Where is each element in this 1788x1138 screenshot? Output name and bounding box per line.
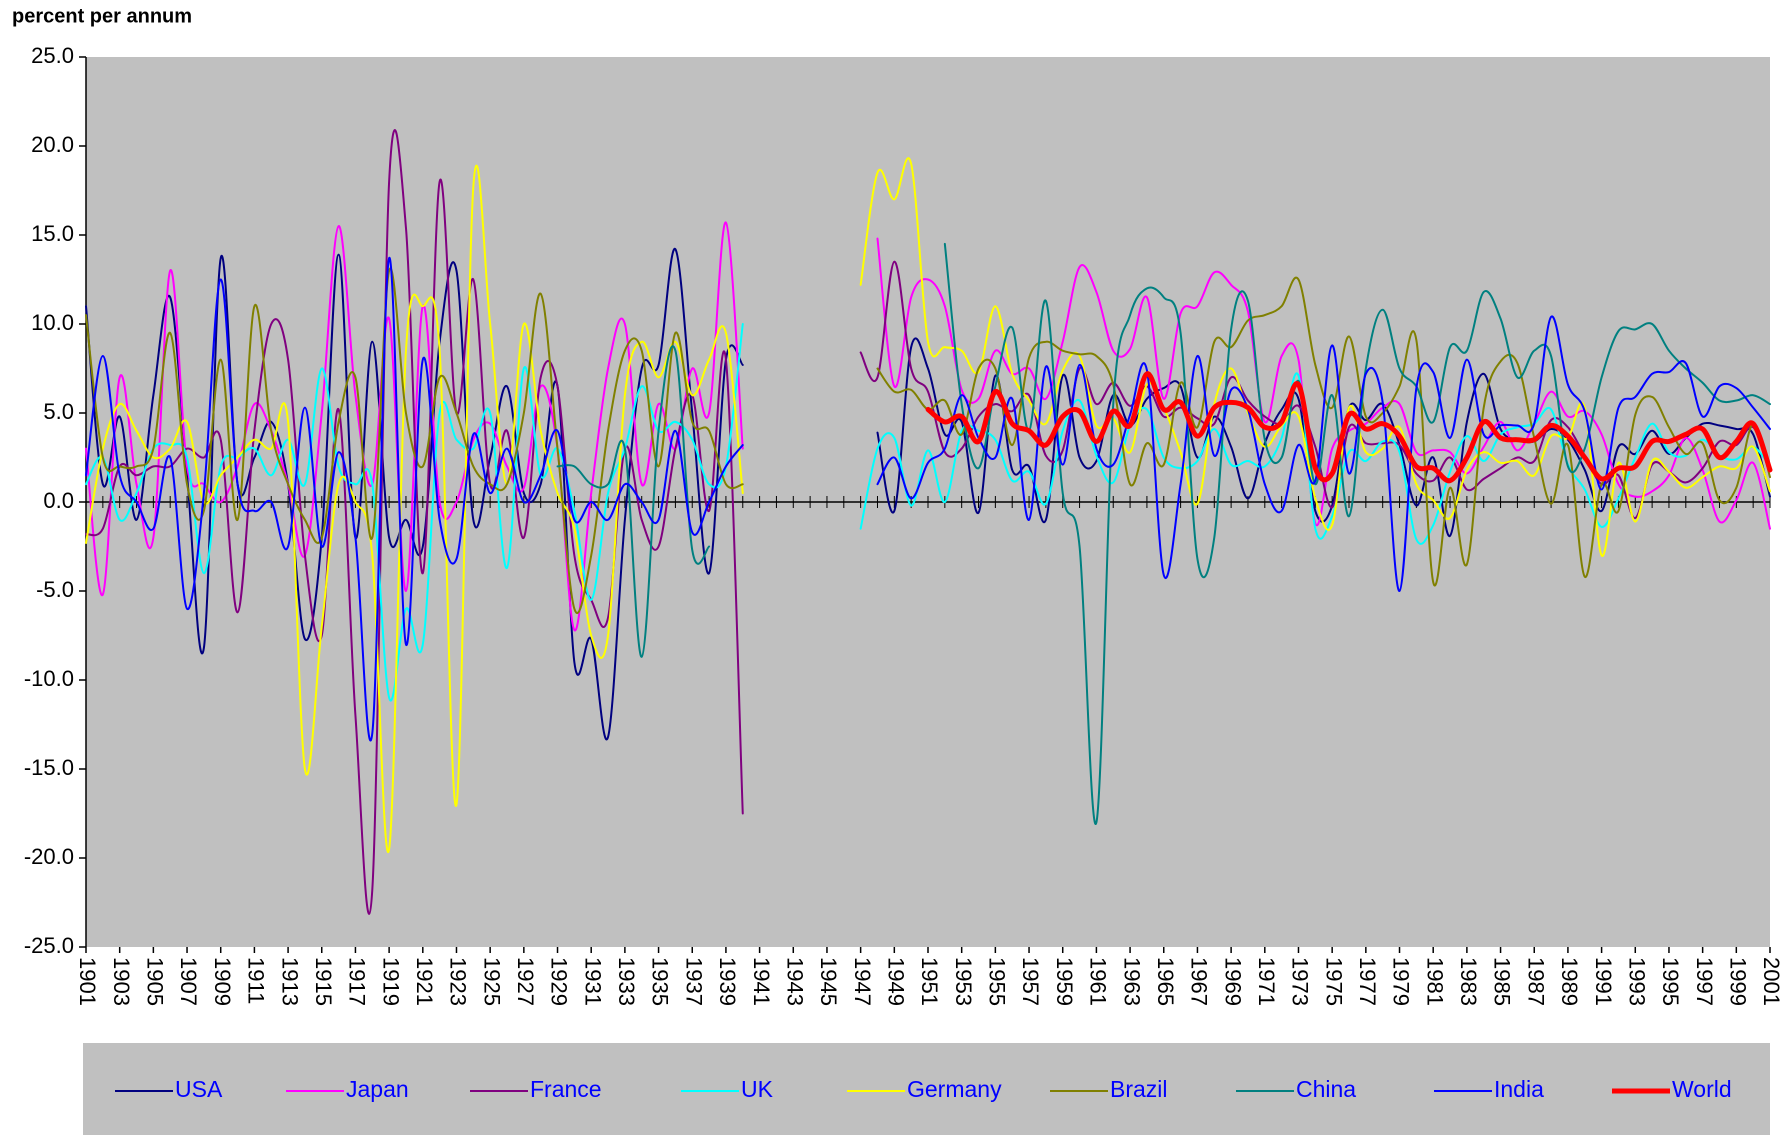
series-line [85,257,1771,742]
x-tick-label: 1901 [75,957,100,1006]
x-tick-label: 1957 [1018,957,1043,1006]
x-tick-label: 1931 [580,957,605,1006]
x-tick-label: 1943 [782,957,807,1006]
x-tick-label: 1993 [1624,957,1649,1006]
x-tick-label: 1911 [244,957,269,1004]
x-tick-label: 1953 [951,957,976,1006]
x-tick-label: 1967 [1187,957,1212,1006]
x-tick-label: 1907 [176,957,201,1006]
legend-label: USA [175,1076,223,1102]
x-tick-label: 1969 [1220,957,1245,1006]
x-tick-label: 1973 [1288,957,1313,1006]
x-tick-label: 1917 [345,957,370,1006]
x-tick-label: 1939 [715,957,740,1006]
legend-label: India [1494,1076,1544,1102]
y-tick-label: -5.0 [36,577,74,602]
x-tick-label: 1959 [1052,957,1077,1006]
y-tick-label: -20.0 [24,844,74,869]
x-tick-label: 1929 [547,957,572,1006]
y-tick-label: 20.0 [31,132,74,157]
legend-label: UK [741,1076,774,1102]
legend-box [83,1043,1770,1135]
x-tick-label: 1949 [884,957,909,1006]
legend-label: Brazil [1110,1076,1168,1102]
x-tick-label: 1985 [1490,957,1515,1006]
x-tick-label: 1915 [311,957,336,1006]
legend: USA Japan France UK Germany Brazil China India W… [115,1076,1732,1102]
y-tick-label: 0.0 [43,488,74,513]
x-tick-label: 1979 [1389,957,1414,1006]
x-tick-label: 1951 [917,957,942,1006]
x-tick-label: 1945 [816,957,841,1006]
x-tick-label: 1925 [479,957,504,1006]
x-tick-label: 1991 [1591,957,1616,1006]
x-tick-label: 1971 [1254,957,1279,1006]
x-tick-label: 1921 [412,957,437,1006]
legend-label: Germany [907,1076,1002,1102]
x-tick-label: 2001 [1759,957,1784,1006]
x-tick-label: 1941 [749,957,774,1006]
x-tick-label: 1997 [1692,957,1717,1006]
x-tick-label: 1923 [446,957,471,1006]
x-tick-label: 1909 [210,957,235,1006]
x-tick-label: 1937 [681,957,706,1006]
legend-label: China [1296,1076,1356,1102]
x-tick-label: 1955 [985,957,1010,1006]
x-tick-label: 1935 [648,957,673,1006]
x-tick-label: 1905 [143,957,168,1006]
x-tick-label: 1975 [1321,957,1346,1006]
x-tick-label: 1965 [1153,957,1178,1006]
legend-label: France [530,1076,602,1102]
x-tick-label: 1903 [109,957,134,1006]
x-tick-label: 1919 [378,957,403,1006]
axes: 25.0 20.0 15.0 10.0 5.0 0.0 -5.0 -10.0 -15.0 -20.… [24,43,1784,1006]
x-tick-label: 1913 [277,957,302,1006]
x-tick-label: 1977 [1355,957,1380,1006]
y-tick-label: 15.0 [31,221,74,246]
x-tick-label: 1947 [850,957,875,1006]
series-group [85,129,1773,915]
series-line [925,371,1773,484]
x-tick-label: 1933 [614,957,639,1006]
x-tick-label: 1927 [513,957,538,1006]
x-tick-label: 1983 [1456,957,1481,1006]
y-tick-label: -10.0 [24,666,74,691]
x-tick-label: 1987 [1523,957,1548,1006]
x-tick-label: 1989 [1557,957,1582,1006]
y-tick-label: 5.0 [43,399,74,424]
x-tick-label: 1981 [1422,957,1447,1006]
y-tick-label: 25.0 [31,43,74,68]
y-axis-label: percent per annum [12,5,192,27]
y-tick-label: -15.0 [24,755,74,780]
x-tick-label: 1961 [1086,957,1111,1006]
x-tick-label: 1995 [1658,957,1683,1006]
x-tick-label: 1999 [1726,957,1751,1006]
legend-label: Japan [346,1076,409,1102]
y-tick-label: 10.0 [31,310,74,335]
legend-label: World [1672,1076,1732,1102]
x-tick-label: 1963 [1119,957,1144,1006]
y-tick-label: -25.0 [24,933,74,958]
